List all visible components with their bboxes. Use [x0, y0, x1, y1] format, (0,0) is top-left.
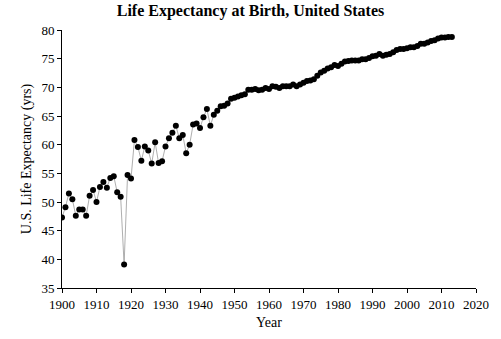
svg-text:1940: 1940	[187, 297, 213, 312]
svg-text:35: 35	[41, 281, 54, 296]
svg-text:2020: 2020	[463, 297, 489, 312]
svg-text:U.S. Life Expectancy (yrs): U.S. Life Expectancy (yrs)	[19, 83, 35, 234]
svg-text:1900: 1900	[49, 297, 75, 312]
svg-text:80: 80	[41, 23, 54, 38]
svg-text:1980: 1980	[325, 297, 351, 312]
svg-text:50: 50	[41, 195, 54, 210]
svg-text:70: 70	[41, 80, 54, 95]
svg-text:75: 75	[41, 51, 54, 66]
svg-text:1990: 1990	[360, 297, 386, 312]
svg-text:Life Expectancy at Birth, Unit: Life Expectancy at Birth, United States	[117, 2, 385, 20]
svg-text:65: 65	[41, 109, 54, 124]
svg-text:1970: 1970	[291, 297, 317, 312]
svg-text:1930: 1930	[153, 297, 179, 312]
svg-text:2000: 2000	[394, 297, 420, 312]
svg-text:45: 45	[41, 223, 54, 238]
svg-text:2010: 2010	[429, 297, 455, 312]
svg-text:40: 40	[41, 252, 54, 267]
svg-text:1950: 1950	[222, 297, 248, 312]
svg-text:1920: 1920	[118, 297, 144, 312]
svg-text:55: 55	[41, 166, 54, 181]
svg-text:1960: 1960	[256, 297, 282, 312]
svg-text:Year: Year	[256, 315, 282, 330]
svg-text:1910: 1910	[84, 297, 110, 312]
svg-text:60: 60	[41, 137, 54, 152]
